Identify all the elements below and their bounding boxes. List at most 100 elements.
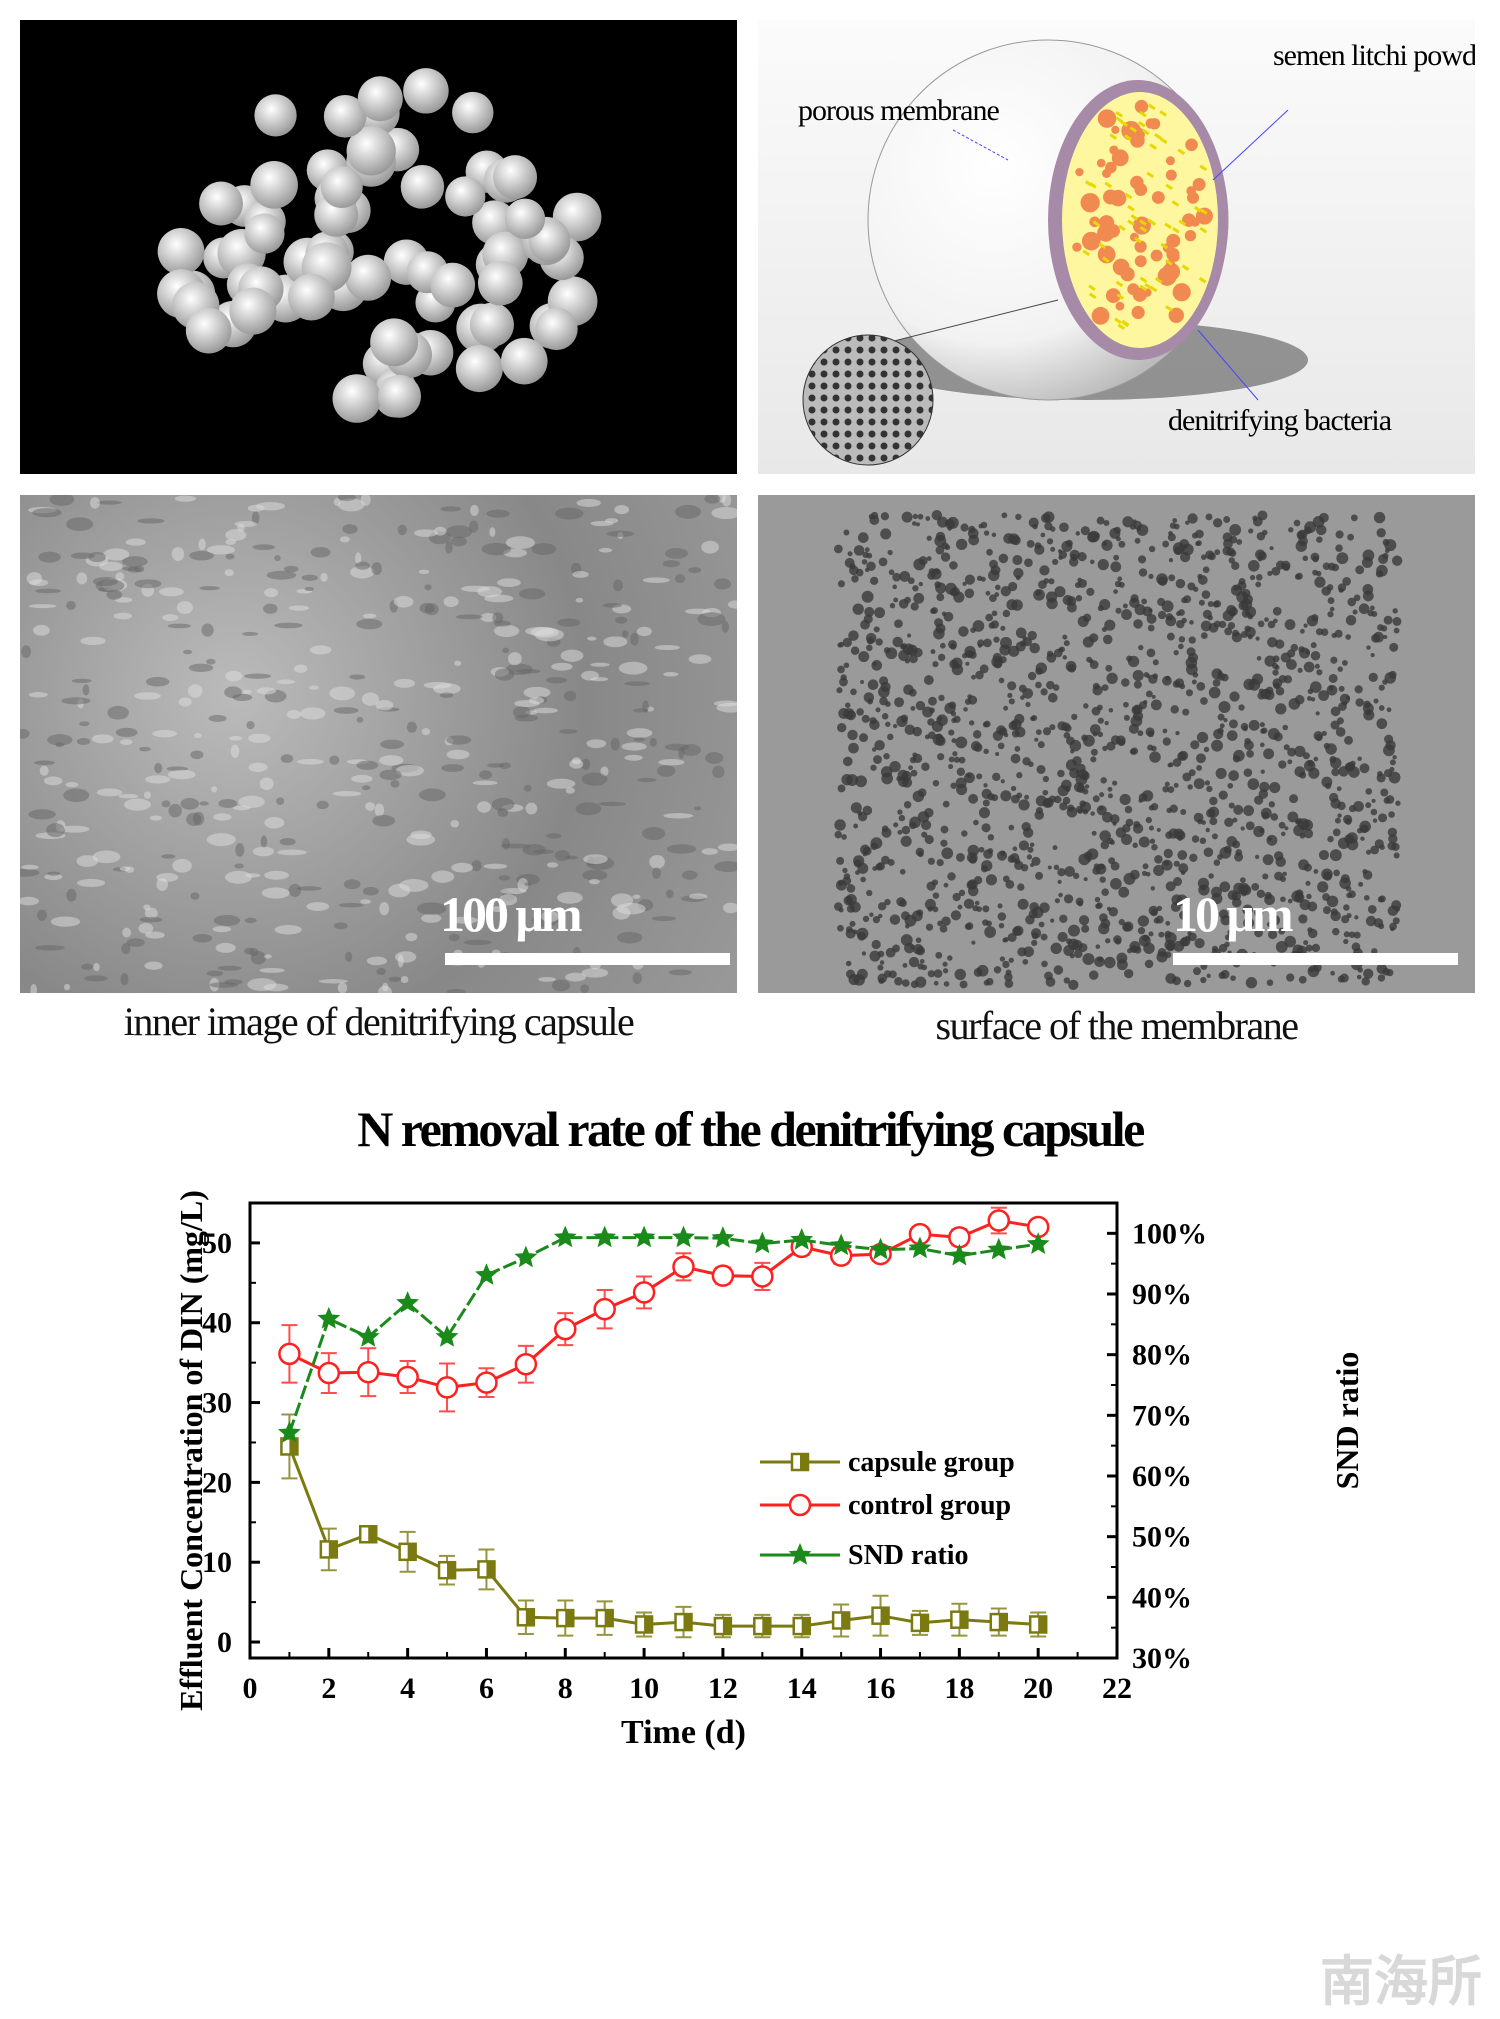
error-bar	[596, 1289, 613, 1330]
data-point	[1026, 1232, 1050, 1254]
error-bar	[281, 1413, 298, 1480]
data-point-fill	[998, 1614, 1007, 1631]
data-point	[435, 1325, 459, 1347]
error-bar	[990, 1206, 1007, 1235]
data-point	[908, 1236, 932, 1259]
data-point-fill	[525, 1609, 534, 1626]
y2-tick-label: 60%	[1132, 1460, 1192, 1493]
data-point-fill	[683, 1614, 692, 1631]
legend-label: capsule group	[848, 1447, 1015, 1478]
legend-marker-fill	[800, 1454, 808, 1470]
data-point	[634, 1615, 654, 1634]
error-bar	[714, 1266, 731, 1285]
error-bar	[793, 1613, 810, 1639]
x-tick-label: 2	[321, 1672, 336, 1705]
y-tick-label: 50	[202, 1227, 232, 1260]
error-bar	[833, 1246, 850, 1265]
x-tick-label: 0	[243, 1672, 258, 1705]
data-point	[358, 1525, 378, 1544]
data-point	[593, 1297, 616, 1321]
error-bar	[557, 1599, 574, 1637]
x-tick-label: 18	[944, 1672, 974, 1705]
error-bar	[793, 1237, 810, 1256]
label-denitrifying-bacteria: denitrifying bacteria	[1168, 404, 1392, 437]
data-point	[277, 1420, 301, 1443]
data-point-fill	[486, 1561, 495, 1578]
y2-tick-label: 30%	[1132, 1642, 1192, 1675]
error-bar	[1030, 1611, 1047, 1638]
data-point-fill	[841, 1612, 850, 1629]
error-bar	[833, 1603, 850, 1638]
data-point	[593, 1225, 617, 1248]
error-bar	[360, 1530, 377, 1539]
error-bar	[675, 1605, 692, 1639]
data-point-fill	[1038, 1616, 1047, 1633]
error-bar	[320, 1527, 337, 1572]
data-point	[1026, 1215, 1050, 1239]
x-tick-label: 20	[1023, 1672, 1053, 1705]
pore-inset	[802, 334, 934, 466]
data-point	[711, 1226, 735, 1248]
error-bar	[951, 1602, 968, 1637]
y-tick-label: 10	[202, 1546, 232, 1579]
data-point	[514, 1352, 538, 1376]
data-point	[595, 1608, 614, 1628]
data-point	[871, 1606, 890, 1625]
error-bar	[990, 1607, 1007, 1637]
error-bar	[439, 1362, 456, 1413]
sem-inner-image: 100 μm	[20, 495, 737, 993]
error-bar	[714, 1613, 731, 1639]
x-tick-label: 6	[479, 1672, 494, 1705]
data-point	[317, 1306, 341, 1329]
data-point	[829, 1244, 853, 1267]
sem-right-scale-label: 10 μm	[1173, 886, 1293, 942]
data-point	[553, 1225, 577, 1248]
data-point	[1028, 1615, 1048, 1634]
watermark: 南海所	[1320, 1952, 1482, 2012]
data-point	[396, 1365, 419, 1389]
data-point	[632, 1281, 656, 1304]
data-point	[790, 1235, 813, 1259]
y-axis-label: Effluent Concentration of DIN (mg/L)	[173, 1190, 209, 1711]
series-line	[288, 1219, 1039, 1389]
error-bar	[951, 1228, 968, 1247]
y2-tick-label: 80%	[1132, 1339, 1192, 1372]
plot-frame	[248, 1201, 1119, 1660]
capsule-diagram: porous membrane semen litchi powder deni…	[758, 20, 1475, 474]
error-bar	[281, 1324, 298, 1384]
error-bar	[360, 1347, 377, 1398]
data-point-fill	[604, 1610, 613, 1627]
x-tick-label: 4	[400, 1672, 415, 1705]
data-point	[831, 1611, 851, 1630]
x-tick-label: 10	[629, 1672, 659, 1705]
data-point	[356, 1360, 380, 1384]
error-bar	[636, 1275, 653, 1310]
error-bar	[399, 1360, 416, 1394]
data-point	[869, 1242, 892, 1266]
data-point	[910, 1613, 930, 1633]
data-point	[278, 1342, 301, 1366]
x-tick-label: 16	[866, 1672, 896, 1705]
data-point	[751, 1265, 774, 1288]
sem-left-scale-label: 100 μm	[440, 886, 582, 942]
data-point-fill	[644, 1616, 653, 1633]
legend-label: SND ratio	[848, 1540, 969, 1571]
error-bar	[636, 1611, 653, 1638]
error-bar	[872, 1594, 889, 1637]
data-point	[672, 1255, 695, 1279]
data-point	[435, 1376, 459, 1399]
data-point	[711, 1264, 735, 1287]
data-point	[750, 1231, 774, 1254]
sem-right-scale-bar	[1173, 953, 1458, 965]
data-point	[475, 1263, 498, 1285]
error-bar	[1030, 1219, 1047, 1235]
y-tick-label: 0	[217, 1626, 232, 1659]
data-point-fill	[959, 1611, 968, 1628]
error-bar	[754, 1613, 771, 1639]
data-point	[987, 1209, 1011, 1232]
series-line	[288, 1445, 1039, 1628]
caption-inner-image: inner image of denitrifying capsule	[123, 999, 635, 1044]
data-point	[753, 1616, 772, 1636]
y2-tick-label: 50%	[1132, 1521, 1192, 1554]
